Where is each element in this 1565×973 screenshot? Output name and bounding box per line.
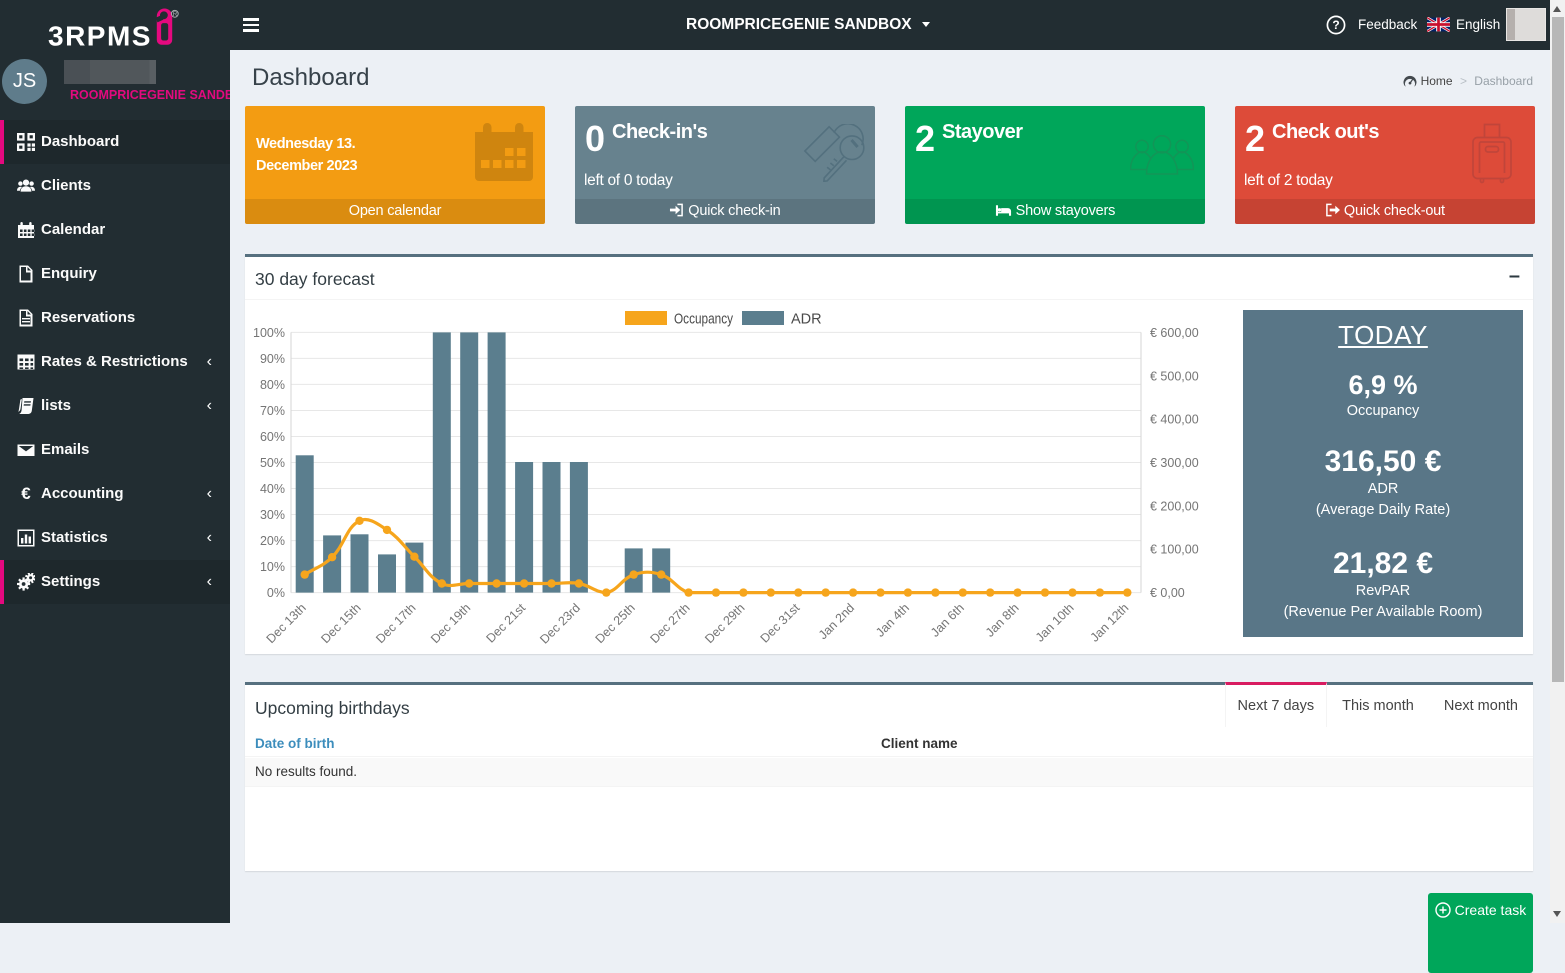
svg-text:Occupancy: Occupancy (674, 312, 734, 328)
svg-text:50%: 50% (260, 456, 285, 470)
svg-text:90%: 90% (260, 352, 285, 366)
svg-text:€ 100,00: € 100,00 (1150, 543, 1199, 557)
svg-text:ADR: ADR (791, 312, 822, 328)
svg-text:60%: 60% (260, 430, 285, 444)
svg-text:€ 600,00: € 600,00 (1150, 326, 1199, 340)
svg-text:Dec 25th: Dec 25th (593, 601, 638, 646)
svg-text:R: R (173, 11, 178, 18)
svg-text:40%: 40% (260, 482, 285, 496)
svg-text:Dec 23rd: Dec 23rd (537, 601, 583, 647)
svg-text:€ 400,00: € 400,00 (1150, 413, 1199, 427)
svg-text:Dec 21st: Dec 21st (483, 600, 528, 645)
svg-text:Dec 15th: Dec 15th (318, 601, 363, 646)
svg-text:€ 200,00: € 200,00 (1150, 499, 1199, 513)
svg-text:0%: 0% (267, 586, 285, 600)
svg-text:Jan 10th: Jan 10th (1033, 601, 1077, 645)
svg-text:30%: 30% (260, 508, 285, 522)
svg-text:Dec 31st: Dec 31st (758, 600, 803, 645)
svg-text:Dec 27th: Dec 27th (647, 601, 692, 646)
svg-text:Jan 4th: Jan 4th (873, 601, 912, 640)
svg-text:€ 500,00: € 500,00 (1150, 369, 1199, 383)
svg-text:€ 300,00: € 300,00 (1150, 456, 1199, 470)
svg-text:?: ? (1332, 18, 1339, 32)
svg-text:€ 0,00: € 0,00 (1150, 586, 1185, 600)
svg-text:70%: 70% (260, 404, 285, 418)
svg-text:Dec 29th: Dec 29th (702, 601, 747, 646)
svg-text:Jan 2nd: Jan 2nd (816, 601, 857, 642)
svg-text:Jan 8th: Jan 8th (983, 601, 1022, 640)
svg-text:100%: 100% (253, 326, 285, 340)
svg-text:Jan 12th: Jan 12th (1088, 601, 1132, 645)
svg-text:3RPMS: 3RPMS (48, 21, 152, 51)
svg-text:80%: 80% (260, 378, 285, 392)
svg-text:Dec 19th: Dec 19th (428, 601, 473, 646)
svg-text:Jan 6th: Jan 6th (928, 601, 967, 640)
svg-text:Dec 13th: Dec 13th (264, 601, 309, 646)
svg-text:10%: 10% (260, 560, 285, 574)
svg-text:Dec 17th: Dec 17th (373, 601, 418, 646)
svg-text:20%: 20% (260, 534, 285, 548)
